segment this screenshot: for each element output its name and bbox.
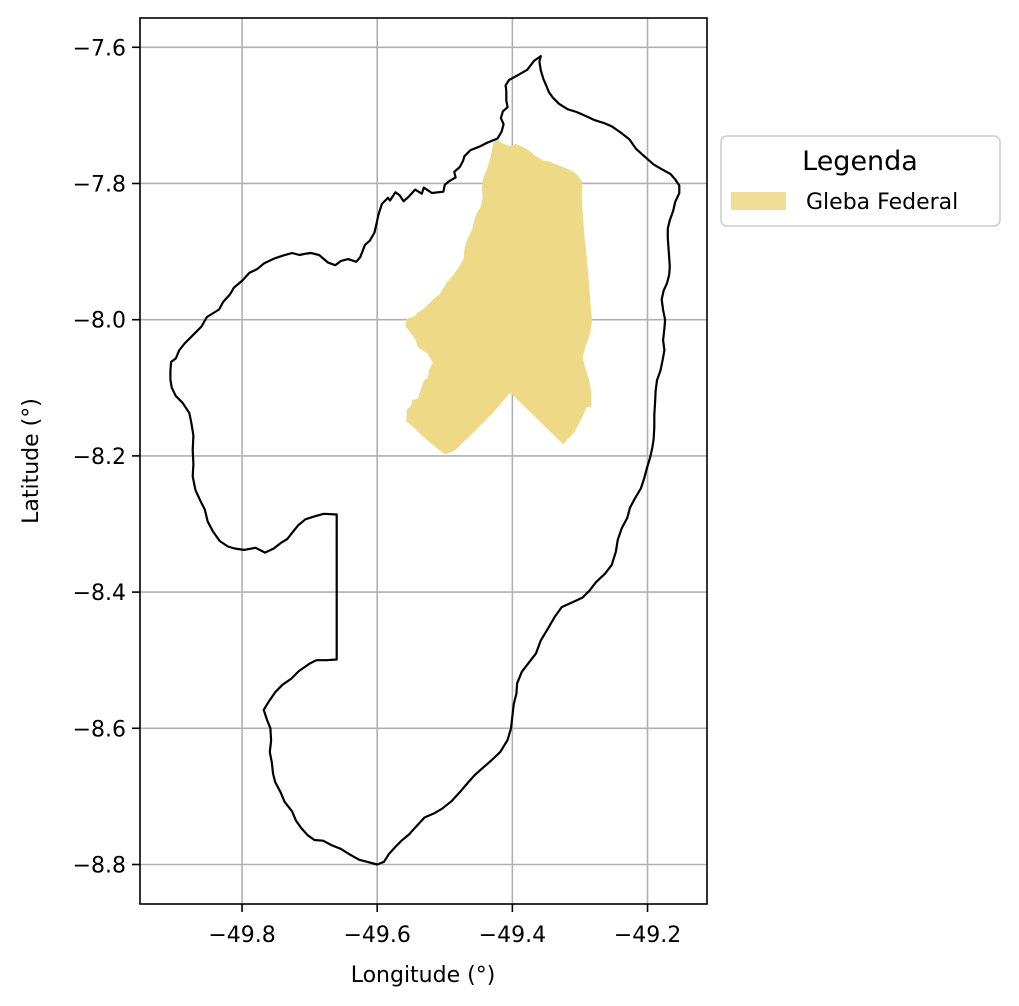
y-tick-label: −8.8	[73, 854, 126, 879]
y-axis-label: Latitude (°)	[19, 398, 44, 524]
legend: Legenda Gleba Federal	[720, 135, 1001, 227]
legend-box	[720, 135, 1001, 227]
y-tick-label: −8.6	[73, 717, 126, 742]
legend-swatch-gleba-federal	[731, 192, 786, 210]
y-tick-label: −8.0	[73, 309, 126, 334]
plot-frame	[139, 17, 708, 905]
y-axis-ticks: −7.6 −7.8 −8.0 −8.2 −8.4 −8.6 −8.8	[73, 36, 140, 879]
x-tick-label: −49.4	[479, 923, 546, 948]
x-axis-ticks: −49.8 −49.6 −49.4 −49.2	[208, 904, 681, 948]
grid-lines	[140, 18, 707, 904]
y-tick-label: −8.2	[73, 445, 126, 470]
municipality-boundary	[169, 55, 681, 866]
x-axis-label: Longitude (°)	[351, 963, 496, 988]
x-tick-label: −49.2	[614, 923, 681, 948]
map-layers	[169, 55, 681, 866]
y-tick-label: −7.6	[73, 36, 126, 61]
legend-label-gleba-federal: Gleba Federal	[806, 190, 958, 215]
x-tick-label: −49.6	[343, 923, 410, 948]
x-tick-label: −49.8	[208, 923, 275, 948]
legend-title: Legenda	[802, 146, 918, 177]
gleba-federal-area	[405, 138, 593, 455]
y-tick-label: −7.8	[73, 172, 126, 197]
y-tick-label: −8.4	[73, 581, 126, 606]
